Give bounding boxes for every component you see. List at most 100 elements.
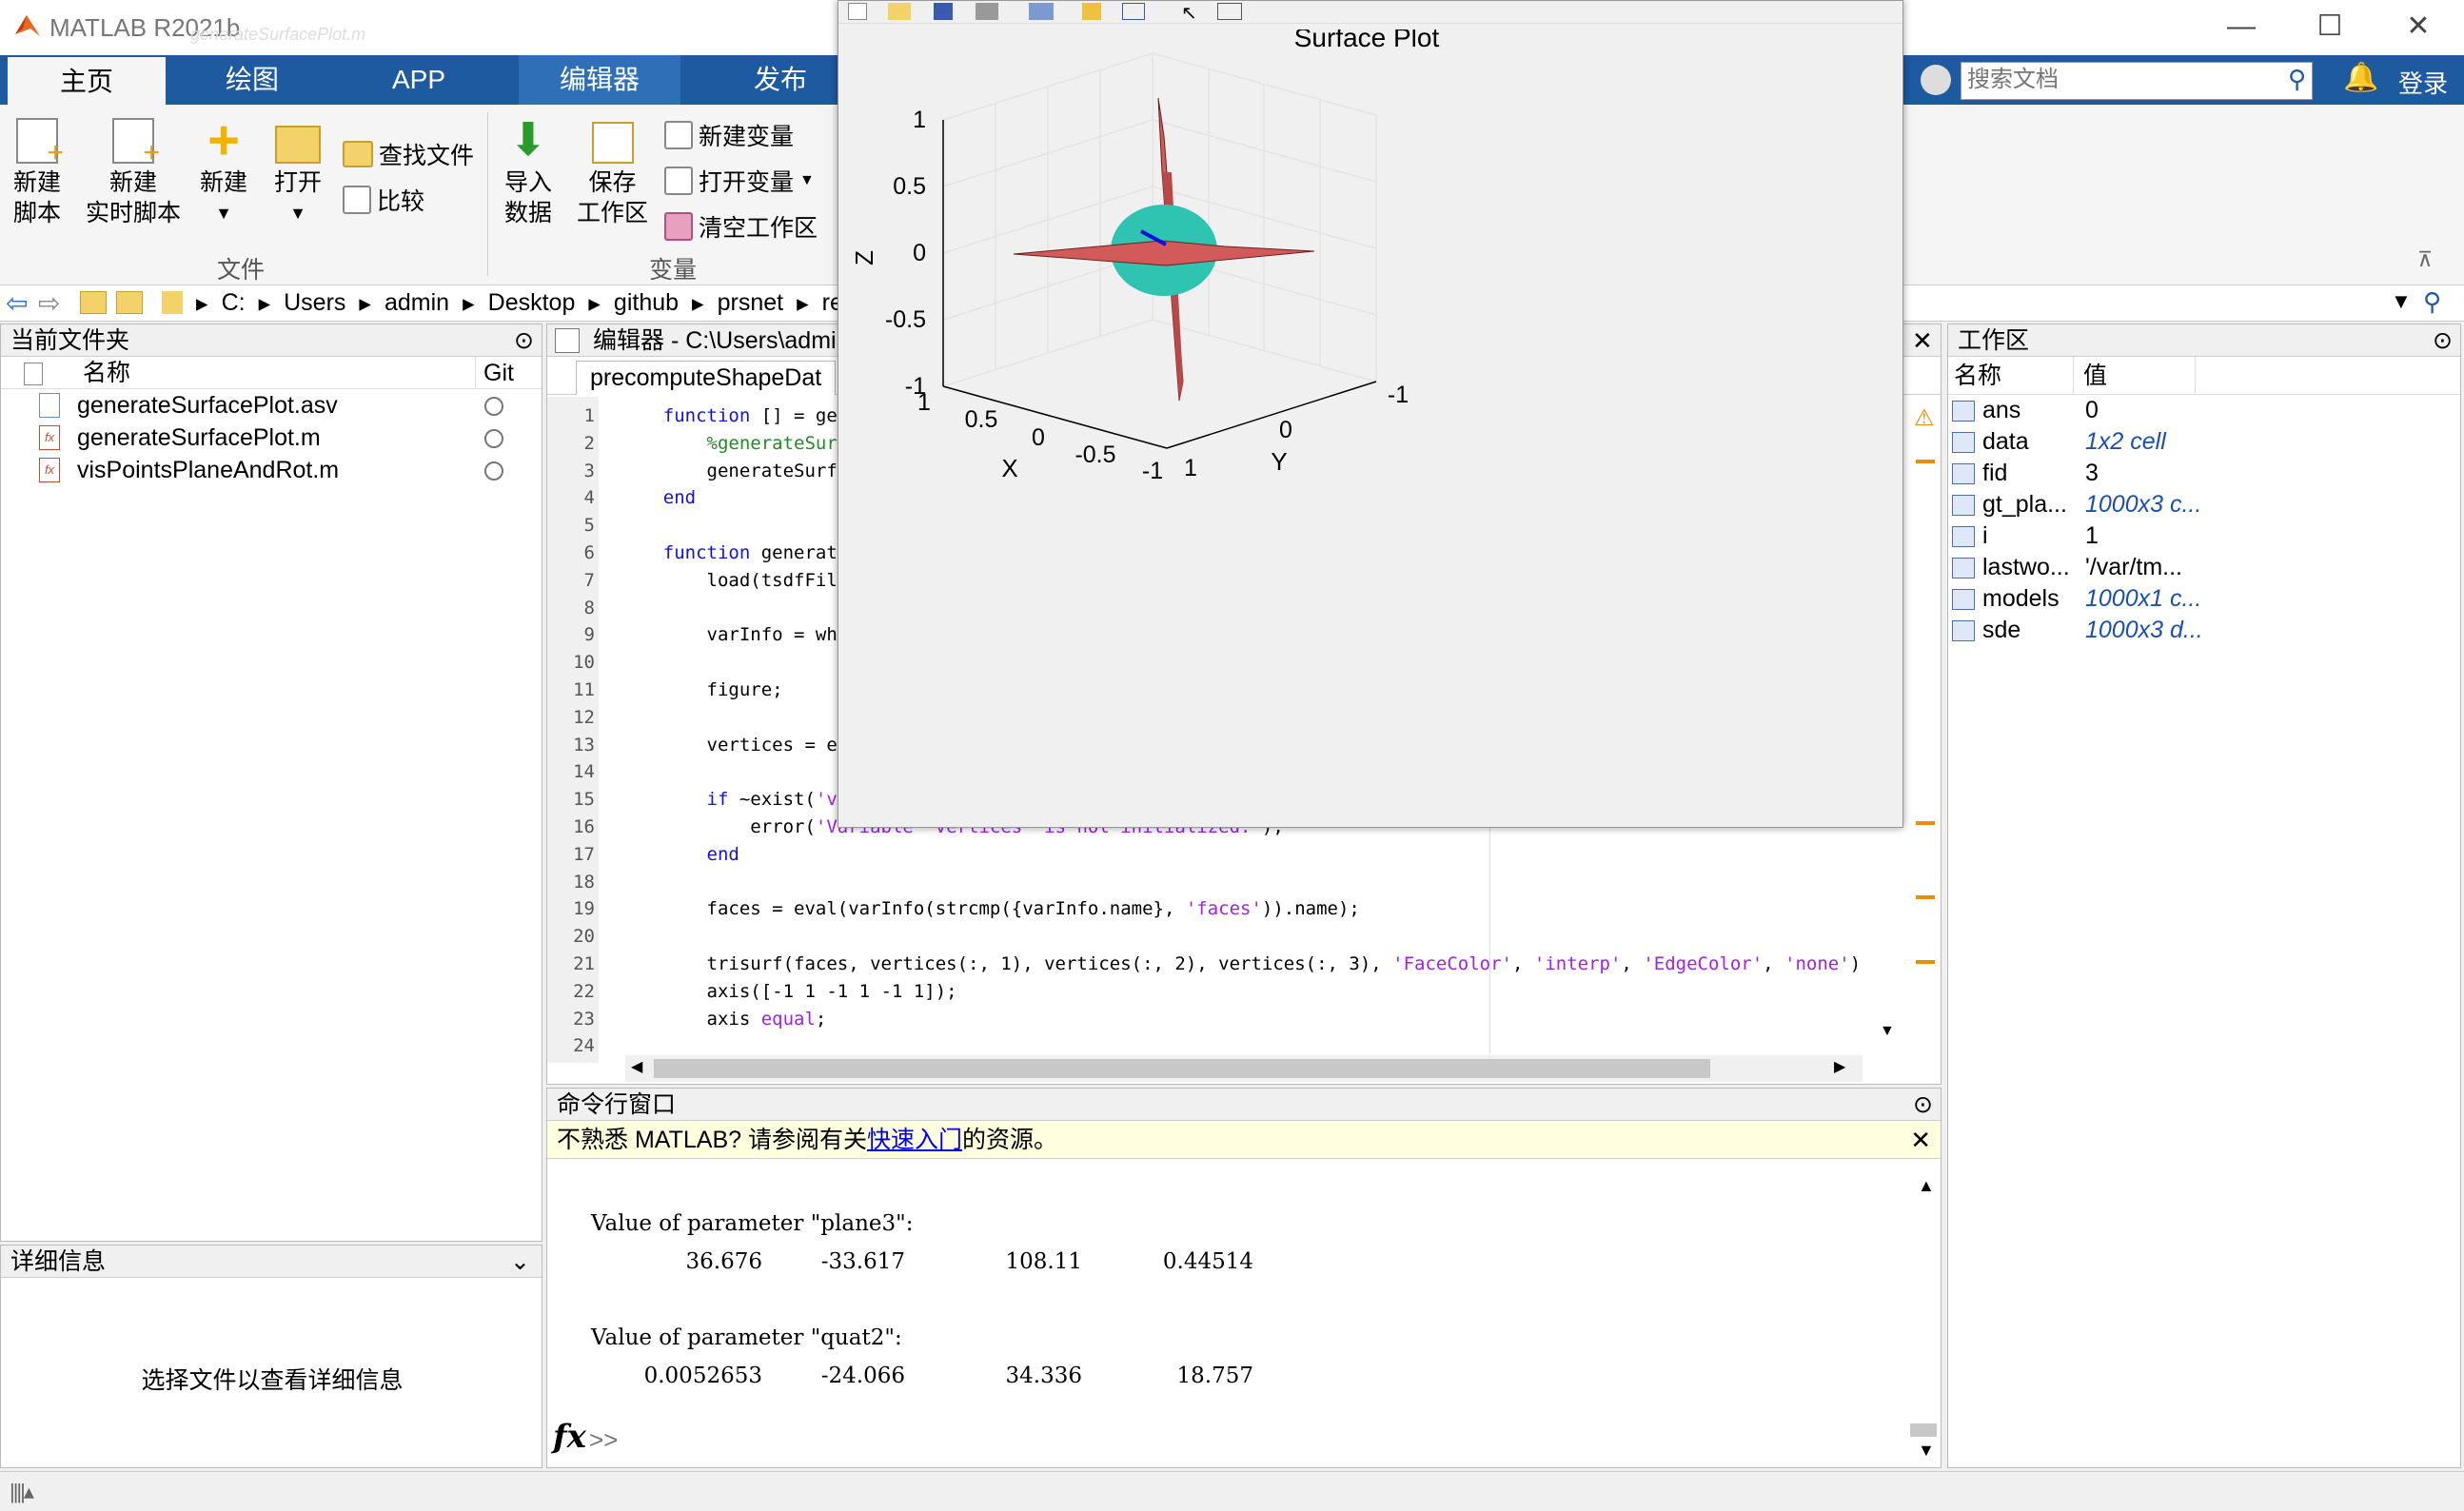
analyzer-marker[interactable] bbox=[1916, 895, 1935, 899]
scroll-up-icon[interactable]: ▲ bbox=[1918, 1176, 1935, 1195]
tab-publish[interactable]: 发布 bbox=[753, 65, 807, 94]
column-name[interactable]: 名称 bbox=[83, 360, 131, 386]
command-window-title: 命令行窗口 bbox=[557, 1091, 677, 1118]
import-data-button[interactable]: ⬇ 导入 数据 bbox=[504, 118, 552, 228]
browse-folder-icon[interactable] bbox=[116, 291, 143, 314]
chevron-down-icon[interactable]: ⌄ bbox=[510, 1248, 530, 1275]
code-token: ~exist( bbox=[728, 789, 816, 811]
property-editor-icon[interactable] bbox=[1217, 3, 1242, 20]
scrollbar-thumb[interactable] bbox=[654, 1059, 1710, 1078]
workspace-row[interactable]: data 1x2 cell bbox=[1948, 426, 2460, 458]
breadcrumb-item[interactable]: admin bbox=[384, 289, 450, 316]
workspace-row[interactable]: lastwo... '/var/tm... bbox=[1948, 552, 2460, 583]
quick-start-link[interactable]: 快速入门 bbox=[866, 1127, 962, 1153]
tab-home[interactable]: 主页 bbox=[6, 55, 168, 105]
breadcrumb-item[interactable]: prsnet bbox=[717, 289, 784, 316]
panel-menu-icon[interactable]: ⊙ bbox=[2433, 327, 2453, 354]
horizontal-scrollbar[interactable]: ◀ ▶ bbox=[625, 1055, 1863, 1082]
workspace-row[interactable]: gt_pla... 1000x3 c... bbox=[1948, 489, 2460, 520]
surface-plot-axes[interactable]: 1 0.5 0 -0.5 -1 1 0.5 0 -0.5 -1 1 0 -1 Surface Plo… bbox=[838, 29, 1902, 829]
editor-file-tab[interactable]: precomputeShapeDat bbox=[576, 361, 837, 395]
help-dropdown-icon[interactable] bbox=[1921, 65, 1951, 95]
analyzer-marker[interactable] bbox=[1916, 960, 1935, 964]
breadcrumb-item[interactable]: C: bbox=[221, 289, 246, 316]
command-prompt[interactable]: >> bbox=[589, 1425, 619, 1454]
vertical-scrollbar-thumb[interactable] bbox=[1910, 1423, 1937, 1437]
pointer-icon[interactable]: ↖ bbox=[1181, 3, 1197, 24]
breadcrumb-item[interactable]: github bbox=[613, 289, 680, 316]
line-number: 11 bbox=[573, 678, 595, 700]
file-row[interactable]: generateSurfacePlot.asv bbox=[1, 389, 542, 422]
tab-plots[interactable]: 绘图 bbox=[225, 65, 279, 94]
collapse-ribbon-icon[interactable]: ⊼ bbox=[2417, 247, 2434, 271]
z-axis-label: Z bbox=[850, 250, 878, 265]
scroll-right-icon[interactable]: ▶ bbox=[1834, 1059, 1846, 1075]
save-workspace-button[interactable]: 保存 工作区 bbox=[577, 118, 648, 228]
warning-icon[interactable]: ⚠ bbox=[1914, 405, 1935, 431]
open-variable-button[interactable]: 打开变量 ▼ bbox=[664, 164, 815, 198]
print-icon[interactable] bbox=[976, 3, 998, 20]
open-file-icon[interactable] bbox=[888, 3, 911, 20]
new-variable-button[interactable]: 新建变量 bbox=[664, 118, 794, 152]
line-number: 17 bbox=[573, 843, 595, 865]
file-name: visPointsPlaneAndRot.m bbox=[77, 457, 340, 483]
breadcrumb-item[interactable]: Desktop bbox=[487, 289, 576, 316]
back-arrow-icon[interactable]: ⇦ bbox=[6, 288, 29, 318]
column-name[interactable]: 名称 bbox=[1948, 357, 2074, 394]
panel-menu-icon[interactable]: ⊙ bbox=[1913, 1091, 1933, 1118]
printer-icon[interactable] bbox=[1029, 3, 1054, 20]
new-figure-icon[interactable] bbox=[848, 3, 867, 20]
analyzer-marker[interactable] bbox=[1916, 821, 1935, 825]
clear-workspace-button[interactable]: 清空工作区 bbox=[664, 209, 818, 244]
column-git[interactable]: Git bbox=[475, 357, 514, 389]
find-files-button[interactable]: 查找文件 bbox=[343, 137, 474, 171]
new-script-button[interactable]: + 新建 脚本 bbox=[13, 118, 64, 228]
close-button[interactable]: ✕ bbox=[2406, 10, 2431, 42]
new-live-script-button[interactable]: + 新建 实时脚本 bbox=[86, 118, 181, 228]
open-variable-label: 打开变量 bbox=[699, 169, 795, 196]
editor-close-icon[interactable]: ✕ bbox=[1912, 326, 1933, 355]
analyzer-marker[interactable] bbox=[1916, 460, 1935, 463]
search-input[interactable] bbox=[1961, 63, 2266, 97]
file-row[interactable]: fx visPointsPlaneAndRot.m bbox=[1, 454, 542, 486]
find-files-icon bbox=[343, 141, 373, 167]
notification-bell-icon[interactable]: 🔔 bbox=[2343, 62, 2379, 93]
z-tick-label: 0 bbox=[913, 240, 926, 266]
address-dropdown-icon[interactable]: ▼ bbox=[2391, 289, 2412, 313]
tab-editor[interactable]: 编辑器 bbox=[519, 55, 680, 105]
scroll-down-icon[interactable]: ▼ bbox=[1880, 1023, 1895, 1039]
insert-colorbar-icon[interactable] bbox=[1122, 3, 1145, 20]
panel-menu-icon[interactable]: ⊙ bbox=[514, 327, 534, 354]
workspace-row[interactable]: ans 0 bbox=[1948, 395, 2460, 426]
banner-close-icon[interactable]: ✕ bbox=[1910, 1126, 1931, 1154]
minimize-button[interactable]: — bbox=[2227, 10, 2256, 42]
search-icon[interactable]: ⚲ bbox=[2287, 65, 2306, 93]
plot-title: Surface Plot bbox=[1294, 29, 1440, 52]
link-plot-icon[interactable] bbox=[1082, 3, 1101, 20]
code-token: generate bbox=[750, 541, 849, 563]
mfile-icon: fx bbox=[39, 458, 60, 482]
workspace-row[interactable]: models 1000x1 c... bbox=[1948, 583, 2460, 615]
scroll-left-icon[interactable]: ◀ bbox=[631, 1059, 643, 1075]
open-button[interactable]: 打开 ▼ bbox=[274, 118, 322, 228]
compare-button[interactable]: 比较 bbox=[343, 183, 424, 217]
tab-apps[interactable]: APP bbox=[391, 65, 446, 94]
fx-icon[interactable]: fx bbox=[553, 1418, 586, 1456]
search-folder-icon[interactable]: ⚲ bbox=[2423, 287, 2442, 316]
breadcrumb-item[interactable]: Users bbox=[284, 289, 346, 316]
status-grip-icon[interactable]: ||||▴ bbox=[10, 1480, 34, 1503]
var-value: 1000x3 d... bbox=[2085, 617, 2203, 643]
login-link[interactable]: 登录 bbox=[2398, 69, 2449, 98]
forward-arrow-icon[interactable]: ⇨ bbox=[38, 288, 61, 318]
scroll-down-icon[interactable]: ▼ bbox=[1918, 1441, 1935, 1460]
workspace-row[interactable]: fid 3 bbox=[1948, 458, 2460, 489]
save-icon[interactable] bbox=[934, 3, 953, 20]
up-folder-icon[interactable] bbox=[80, 291, 107, 314]
column-value[interactable]: 值 bbox=[2074, 357, 2196, 394]
file-row[interactable]: fx generateSurfacePlot.m bbox=[1, 422, 542, 454]
plus-icon: + bbox=[207, 109, 240, 171]
maximize-button[interactable]: ☐ bbox=[2316, 10, 2343, 42]
workspace-row[interactable]: sde 1000x3 d... bbox=[1948, 615, 2460, 646]
new-button[interactable]: + 新建 ▼ bbox=[200, 109, 247, 228]
